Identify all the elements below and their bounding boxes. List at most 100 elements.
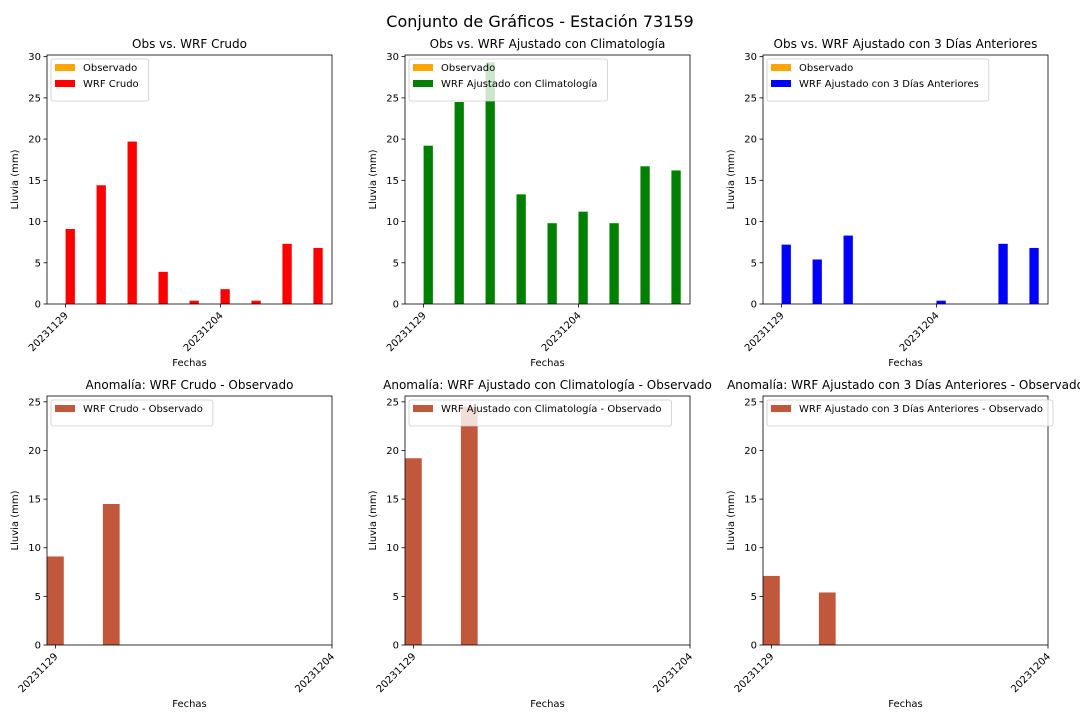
y-tick-label: 30 [386, 52, 399, 63]
y-tick-label: 15 [744, 176, 757, 187]
legend: WRF Ajustado con Climatología - Observad… [408, 399, 672, 427]
bar-2-3 [127, 141, 137, 304]
legend-label: Observado [799, 63, 853, 74]
legend-swatch [771, 80, 791, 87]
bar-2-3 [485, 62, 495, 304]
y-tick-label: 0 [35, 641, 41, 652]
bar-1-1 [763, 575, 780, 645]
legend-box [408, 399, 672, 427]
bar-2-1 [781, 244, 791, 304]
x-axis-label: Fechas [530, 699, 565, 710]
bar-2-2 [454, 101, 464, 304]
y-tick-label: 30 [744, 52, 757, 63]
y-tick-label: 5 [751, 592, 757, 603]
y-tick-label: 10 [386, 543, 399, 554]
y-tick-label: 20 [28, 446, 41, 457]
bar-2-7 [609, 223, 619, 304]
y-tick-label: 10 [744, 543, 757, 554]
y-tick-label: 25 [744, 93, 757, 104]
bar-2-9 [671, 170, 681, 304]
legend-label: WRF Crudo [83, 79, 139, 90]
y-tick-label: 15 [386, 495, 399, 506]
legend-label: WRF Ajustado con Climatología - Observad… [441, 403, 662, 415]
legend-label: WRF Ajustado con 3 Días Anteriores - Obs… [799, 403, 1043, 415]
y-axis-label: Lluvia (mm) [726, 149, 737, 209]
bar-1-2 [818, 592, 836, 645]
legend: WRF Crudo - Observado [50, 399, 214, 427]
axes-frame [762, 54, 1049, 305]
y-tick-label: 20 [28, 135, 41, 146]
bar-2-6 [578, 211, 588, 304]
legend: Observado WRF Ajustado con Climatología [408, 58, 608, 102]
figure-suptitle: Conjunto de Gráficos - Estación 73159 [386, 12, 693, 31]
x-axis-label: Fechas [172, 699, 207, 710]
legend-swatch [55, 80, 75, 87]
y-tick-label: 5 [35, 592, 41, 603]
bar-2-9 [1029, 247, 1039, 304]
y-axis-label: Lluvia (mm) [726, 490, 737, 550]
chart-title: Anomalía: WRF Ajustado con Climatología … [383, 378, 712, 392]
y-tick-label: 10 [28, 217, 41, 228]
bar-2-8 [282, 243, 292, 304]
bar-1-2 [460, 406, 478, 645]
legend-swatch [55, 64, 75, 71]
y-tick-label: 20 [744, 446, 757, 457]
legend-label: Observado [441, 63, 495, 74]
legend-label: WRF Crudo - Observado [83, 404, 203, 415]
axes-frame [762, 395, 1049, 646]
legend-swatch [55, 405, 75, 412]
y-tick-label: 5 [393, 592, 399, 603]
y-tick-label: 20 [744, 135, 757, 146]
y-tick-label: 0 [393, 641, 399, 652]
legend-box [408, 58, 608, 102]
x-axis-label: Fechas [530, 358, 565, 369]
chart-title: Obs vs. WRF Ajustado con Climatología [430, 37, 666, 51]
legend-box [50, 399, 214, 427]
y-tick-label: 0 [35, 300, 41, 311]
y-tick-label: 15 [28, 495, 41, 506]
x-axis-label: Fechas [888, 358, 923, 369]
axes-frame [46, 395, 333, 646]
x-axis-label: Fechas [172, 358, 207, 369]
y-axis-label: Lluvia (mm) [368, 149, 379, 209]
bar-2-9 [313, 247, 323, 304]
legend-swatch [413, 405, 433, 412]
y-tick-label: 10 [744, 217, 757, 228]
y-tick-label: 10 [386, 217, 399, 228]
bar-2-2 [812, 259, 822, 304]
y-axis-label: Lluvia (mm) [10, 490, 21, 550]
y-tick-label: 15 [28, 176, 41, 187]
bar-2-4 [516, 194, 526, 304]
legend: Observado WRF Ajustado con 3 Días Anterio… [766, 58, 990, 102]
bar-2-1 [423, 145, 433, 304]
y-tick-label: 25 [386, 397, 399, 408]
chart-title: Obs vs. WRF Crudo [132, 37, 247, 51]
y-tick-label: 5 [393, 258, 399, 269]
bar-2-7 [251, 300, 261, 304]
bar-2-1 [65, 228, 75, 304]
y-tick-label: 15 [744, 495, 757, 506]
x-axis-label: Fechas [888, 699, 923, 710]
bar-2-6 [936, 300, 946, 304]
bar-1-2 [102, 503, 120, 645]
bar-2-8 [640, 166, 650, 304]
y-axis-label: Lluvia (mm) [368, 490, 379, 550]
chart-title: Anomalía: WRF Crudo - Observado [86, 378, 294, 392]
y-tick-label: 0 [751, 300, 757, 311]
chart-title: Obs vs. WRF Ajustado con 3 Días Anterior… [774, 37, 1038, 51]
legend: Observado WRF Crudo [50, 58, 150, 102]
bar-2-5 [189, 300, 199, 304]
legend-swatch [413, 64, 433, 71]
y-tick-label: 20 [386, 446, 399, 457]
axes-frame [404, 395, 691, 646]
y-tick-label: 25 [386, 93, 399, 104]
y-tick-label: 20 [386, 135, 399, 146]
legend: WRF Ajustado con 3 Días Anteriores - Obs… [766, 399, 1054, 427]
legend-swatch [771, 405, 791, 412]
bar-1-1 [405, 458, 422, 645]
legend-box [766, 58, 990, 102]
bar-2-3 [843, 235, 853, 304]
bar-2-6 [220, 289, 230, 304]
y-tick-label: 25 [744, 397, 757, 408]
